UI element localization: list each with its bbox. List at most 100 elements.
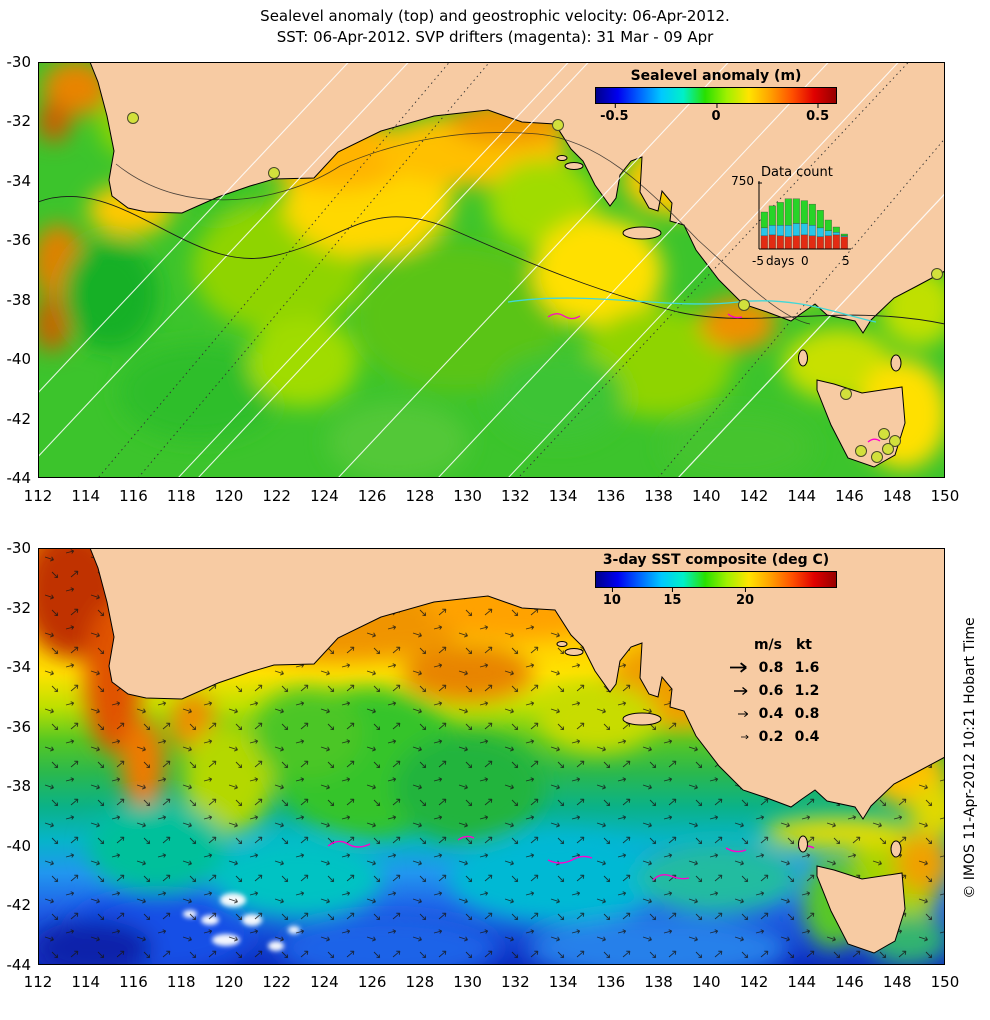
data-count-xzero: 0: [801, 254, 809, 268]
lon-tick-label: 144: [787, 487, 817, 505]
velocity-arrow-icon: [724, 734, 753, 740]
lon-tick-label: 120: [214, 487, 244, 505]
svp-drifter-markers: [127, 112, 943, 463]
lon-tick-label: 126: [357, 487, 387, 505]
lon-tick-label: 126: [357, 973, 387, 991]
lat-tick-label: -38: [6, 777, 32, 796]
lon-tick-label: 132: [501, 487, 530, 505]
sst-colorbar: 3-day SST composite (deg C) 10 15 20: [595, 552, 837, 611]
velocity-ms-value: 0.4: [758, 705, 784, 722]
sla-colorbar-gradient: [595, 87, 837, 104]
landmass: [89, 62, 945, 468]
velocity-arrow-icon: [724, 710, 753, 718]
colorbar-tick-label: 0: [711, 103, 721, 124]
lon-tick-label: 128: [405, 973, 435, 991]
zero-anomaly-contour: [38, 195, 945, 325]
data-count-title: Data count: [761, 165, 833, 180]
sst-colorbar-ticks: 10 15 20: [595, 587, 837, 611]
lon-tick-label: 144: [787, 973, 817, 991]
lon-tick-label: 148: [882, 487, 912, 505]
lon-tick-label: 128: [405, 487, 435, 505]
top-lat-axis: -30 -32 -34 -36 -38 -40 -42 -44: [0, 54, 35, 486]
sla-colorbar: Sealevel anomaly (m) -0.5 0 0.5: [595, 68, 837, 127]
altimeter-ground-tracks: [38, 62, 945, 478]
lon-tick-label: 134: [548, 487, 578, 505]
lon-tick-label: 140: [691, 487, 721, 505]
lon-tick-label: 142: [739, 973, 769, 991]
lat-tick-label: -32: [6, 598, 32, 617]
lat-tick-label: -34: [6, 171, 32, 190]
data-count-xunits: days: [766, 254, 795, 268]
lat-tick-label: -36: [6, 231, 32, 250]
bottom-panel-border: [38, 548, 945, 965]
sst-map: [38, 548, 945, 965]
colorbar-tick-label: 15: [663, 587, 682, 608]
lon-tick-label: 136: [596, 973, 626, 991]
lat-tick-label: -30: [6, 539, 32, 557]
lon-tick-label: 112: [23, 487, 53, 505]
velocity-scale-rows: 0.8 1.6 0.6 1.2 0.4 0.8 0.2 0.4: [724, 656, 834, 748]
lon-tick-label: 124: [310, 487, 339, 505]
sla-colorbar-title: Sealevel anomaly (m): [630, 68, 802, 84]
lon-tick-label: 146: [835, 487, 864, 505]
cyan-contour: [507, 297, 877, 323]
lon-tick-label: 130: [453, 487, 482, 505]
velocity-kt-value: 1.6: [794, 659, 820, 676]
sla-colorbar-ticks: -0.5 0 0.5: [595, 103, 837, 127]
velocity-scale-ms-header: m/s: [753, 637, 783, 653]
lat-tick-label: -38: [6, 290, 32, 309]
velocity-ms-value: 0.8: [758, 659, 784, 676]
data-count-xmin: -5: [752, 254, 764, 268]
lat-tick-label: -44: [6, 468, 32, 487]
data-count-xmax: 5: [842, 254, 850, 268]
sealevel-anomaly-map: [38, 62, 945, 478]
lon-tick-label: 148: [882, 973, 912, 991]
svp-drifter-tracks: [547, 313, 881, 443]
lon-tick-label: 120: [214, 973, 244, 991]
bottom-lat-axis: -30 -32 -34 -36 -38 -40 -42 -44: [0, 540, 35, 973]
lon-tick-label: 146: [835, 973, 864, 991]
lon-tick-label: 138: [644, 487, 673, 505]
bottom-lon-axis: 112 114 116 118 120 122 124 126 128 130 132 134 136 1…: [23, 973, 960, 991]
lon-tick-label: 132: [501, 973, 530, 991]
velocity-scale-kt-header: kt: [795, 637, 812, 653]
lon-tick-label: 150: [930, 487, 960, 505]
colorbar-tick-label: -0.5: [600, 103, 629, 124]
velocity-scale-row: 0.2 0.4: [724, 725, 834, 748]
data-count-histogram: [758, 181, 851, 250]
lon-tick-label: 116: [119, 973, 148, 991]
lat-tick-label: -36: [6, 717, 32, 736]
velocity-scale-header: m/s kt: [724, 634, 834, 656]
lon-tick-label: 116: [119, 487, 148, 505]
lon-tick-label: 118: [166, 487, 196, 505]
top-panel-border: [38, 62, 945, 478]
data-count-legend: [712, 196, 758, 200]
landmass: [89, 548, 945, 954]
lon-tick-label: 114: [71, 973, 101, 991]
shelf-contour: [115, 132, 811, 325]
lon-tick-label: 138: [644, 973, 673, 991]
velocity-scale-row: 0.4 0.8: [724, 702, 834, 725]
velocity-kt-value: 1.2: [794, 682, 820, 699]
velocity-scale-legend: m/s kt 0.8 1.6 0.6 1.2 0.4 0.8: [724, 634, 834, 748]
lat-tick-label: -42: [6, 409, 32, 428]
lat-tick-label: -30: [6, 53, 32, 71]
lat-tick-label: -42: [6, 896, 32, 915]
lon-tick-label: 130: [453, 973, 482, 991]
velocity-ms-value: 0.6: [758, 682, 784, 699]
lat-tick-label: -40: [6, 350, 32, 369]
data-count-bars: [760, 198, 848, 250]
velocity-arrow-icon: [724, 661, 753, 674]
colorbar-tick-label: 20: [735, 587, 755, 608]
velocity-scale-row: 0.6 1.2: [724, 679, 834, 702]
sst-colorbar-gradient: [595, 571, 837, 588]
lon-tick-label: 150: [930, 973, 960, 991]
lon-tick-label: 112: [23, 973, 53, 991]
figure-title-line1: Sealevel anomaly (top) and geostrophic v…: [260, 7, 730, 25]
lon-tick-label: 122: [262, 487, 291, 505]
lat-tick-label: -34: [6, 658, 32, 677]
lon-tick-label: 114: [71, 487, 101, 505]
lon-tick-label: 142: [739, 487, 769, 505]
colorbar-tick-label: 10: [602, 587, 621, 608]
